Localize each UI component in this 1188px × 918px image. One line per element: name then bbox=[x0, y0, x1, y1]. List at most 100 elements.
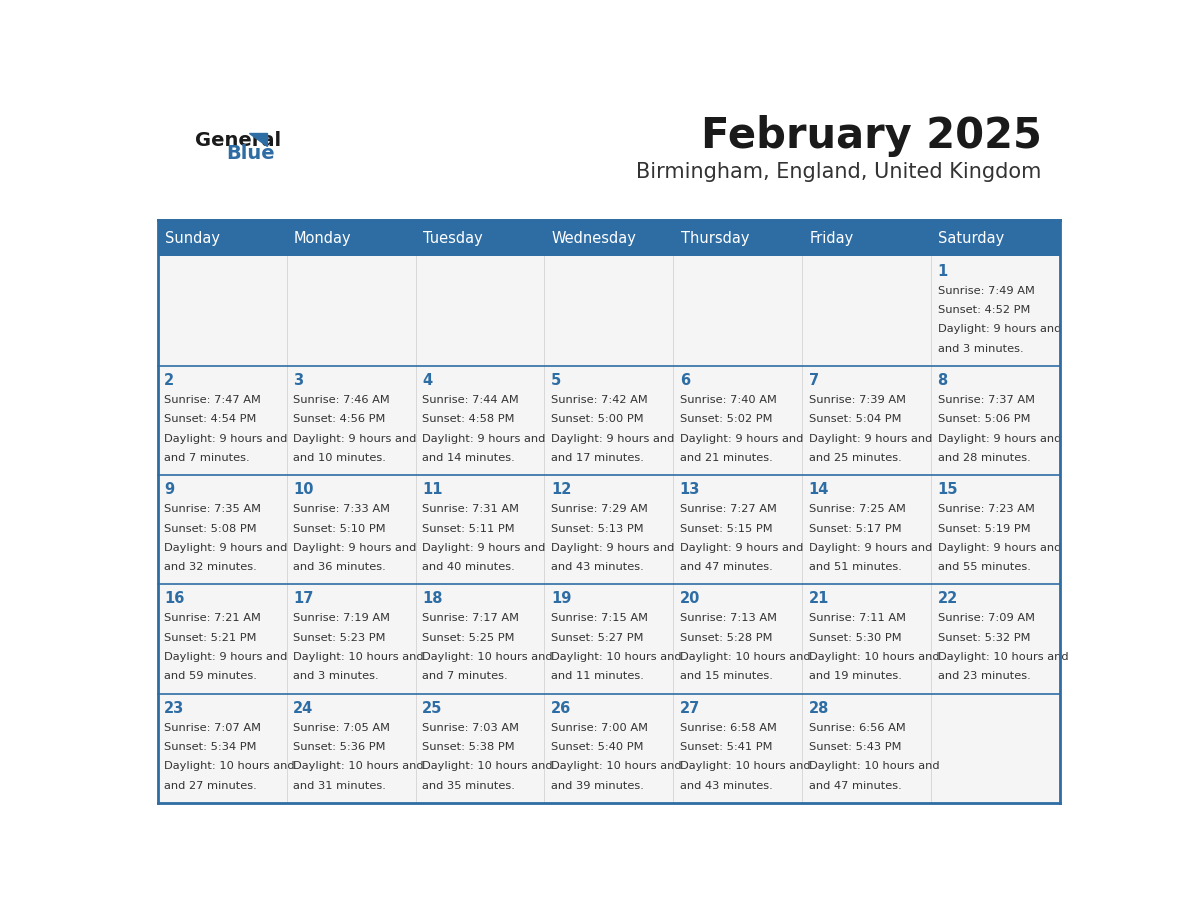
Bar bbox=[286, 585, 416, 694]
Text: and 3 minutes.: and 3 minutes. bbox=[293, 671, 379, 681]
Text: Daylight: 9 hours and: Daylight: 9 hours and bbox=[551, 543, 675, 553]
Text: Daylight: 10 hours and: Daylight: 10 hours and bbox=[293, 652, 424, 662]
Text: Birmingham, England, United Kingdom: Birmingham, England, United Kingdom bbox=[637, 162, 1042, 183]
Text: and 19 minutes.: and 19 minutes. bbox=[809, 671, 902, 681]
Text: Sunset: 5:40 PM: Sunset: 5:40 PM bbox=[551, 742, 644, 752]
Bar bbox=[802, 219, 931, 256]
Text: Sunset: 5:04 PM: Sunset: 5:04 PM bbox=[809, 414, 902, 424]
Text: Daylight: 9 hours and: Daylight: 9 hours and bbox=[809, 543, 933, 553]
Text: and 51 minutes.: and 51 minutes. bbox=[809, 562, 902, 572]
Text: Sunrise: 7:46 AM: Sunrise: 7:46 AM bbox=[293, 395, 390, 405]
Text: Sunday: Sunday bbox=[165, 230, 220, 246]
Text: Friday: Friday bbox=[809, 230, 854, 246]
Text: and 15 minutes.: and 15 minutes. bbox=[680, 671, 772, 681]
Text: and 59 minutes.: and 59 minutes. bbox=[164, 671, 257, 681]
Text: 5: 5 bbox=[551, 373, 561, 387]
Text: 27: 27 bbox=[680, 700, 700, 716]
Text: Daylight: 9 hours and: Daylight: 9 hours and bbox=[680, 543, 803, 553]
Text: and 36 minutes.: and 36 minutes. bbox=[293, 562, 386, 572]
Text: and 47 minutes.: and 47 minutes. bbox=[680, 562, 772, 572]
Text: and 10 minutes.: and 10 minutes. bbox=[293, 453, 386, 463]
Text: 12: 12 bbox=[551, 482, 571, 498]
Text: Sunrise: 7:40 AM: Sunrise: 7:40 AM bbox=[680, 395, 777, 405]
Text: Sunrise: 7:11 AM: Sunrise: 7:11 AM bbox=[809, 613, 905, 623]
Text: Daylight: 10 hours and: Daylight: 10 hours and bbox=[937, 652, 1068, 662]
Text: Thursday: Thursday bbox=[681, 230, 750, 246]
Text: Sunrise: 7:49 AM: Sunrise: 7:49 AM bbox=[937, 285, 1035, 296]
Bar bbox=[544, 475, 674, 585]
Text: Sunset: 5:43 PM: Sunset: 5:43 PM bbox=[809, 742, 902, 752]
Bar bbox=[416, 256, 544, 365]
Bar bbox=[544, 365, 674, 475]
Text: Sunset: 5:00 PM: Sunset: 5:00 PM bbox=[551, 414, 644, 424]
Text: Sunset: 5:13 PM: Sunset: 5:13 PM bbox=[551, 523, 644, 533]
Bar bbox=[802, 694, 931, 803]
Text: and 25 minutes.: and 25 minutes. bbox=[809, 453, 902, 463]
Text: Sunset: 5:11 PM: Sunset: 5:11 PM bbox=[422, 523, 514, 533]
Text: Monday: Monday bbox=[293, 230, 352, 246]
Text: 26: 26 bbox=[551, 700, 571, 716]
Text: Sunrise: 6:56 AM: Sunrise: 6:56 AM bbox=[809, 722, 905, 733]
Bar bbox=[931, 365, 1060, 475]
Text: and 28 minutes.: and 28 minutes. bbox=[937, 453, 1030, 463]
Text: and 39 minutes.: and 39 minutes. bbox=[551, 780, 644, 790]
Text: February 2025: February 2025 bbox=[701, 116, 1042, 157]
Bar bbox=[416, 694, 544, 803]
Text: and 7 minutes.: and 7 minutes. bbox=[422, 671, 507, 681]
Text: 2: 2 bbox=[164, 373, 175, 387]
Bar bbox=[802, 475, 931, 585]
Bar bbox=[158, 256, 286, 365]
Text: Daylight: 10 hours and: Daylight: 10 hours and bbox=[293, 761, 424, 771]
Text: Sunrise: 6:58 AM: Sunrise: 6:58 AM bbox=[680, 722, 777, 733]
Text: 19: 19 bbox=[551, 591, 571, 607]
Text: Daylight: 9 hours and: Daylight: 9 hours and bbox=[164, 652, 287, 662]
Bar bbox=[158, 585, 286, 694]
Text: General: General bbox=[195, 131, 280, 150]
Text: Saturday: Saturday bbox=[939, 230, 1005, 246]
Text: 11: 11 bbox=[422, 482, 442, 498]
Text: Daylight: 10 hours and: Daylight: 10 hours and bbox=[809, 761, 940, 771]
Text: Sunrise: 7:44 AM: Sunrise: 7:44 AM bbox=[422, 395, 519, 405]
Text: and 43 minutes.: and 43 minutes. bbox=[680, 780, 772, 790]
Text: Daylight: 10 hours and: Daylight: 10 hours and bbox=[422, 652, 552, 662]
Text: and 43 minutes.: and 43 minutes. bbox=[551, 562, 644, 572]
Text: Sunset: 5:21 PM: Sunset: 5:21 PM bbox=[164, 633, 257, 643]
Text: 4: 4 bbox=[422, 373, 432, 387]
Text: Daylight: 10 hours and: Daylight: 10 hours and bbox=[422, 761, 552, 771]
Bar bbox=[674, 585, 802, 694]
Bar bbox=[674, 475, 802, 585]
Text: Sunrise: 7:21 AM: Sunrise: 7:21 AM bbox=[164, 613, 261, 623]
Text: Daylight: 9 hours and: Daylight: 9 hours and bbox=[551, 433, 675, 443]
Text: Sunset: 5:41 PM: Sunset: 5:41 PM bbox=[680, 742, 772, 752]
Bar bbox=[416, 365, 544, 475]
Text: and 32 minutes.: and 32 minutes. bbox=[164, 562, 257, 572]
Text: Tuesday: Tuesday bbox=[423, 230, 482, 246]
Bar bbox=[802, 365, 931, 475]
Text: 22: 22 bbox=[937, 591, 958, 607]
Text: Sunrise: 7:15 AM: Sunrise: 7:15 AM bbox=[551, 613, 647, 623]
Text: Sunset: 5:10 PM: Sunset: 5:10 PM bbox=[293, 523, 386, 533]
Text: Sunset: 5:30 PM: Sunset: 5:30 PM bbox=[809, 633, 902, 643]
Text: and 7 minutes.: and 7 minutes. bbox=[164, 453, 249, 463]
Text: Daylight: 10 hours and: Daylight: 10 hours and bbox=[164, 761, 295, 771]
Text: Sunset: 5:23 PM: Sunset: 5:23 PM bbox=[293, 633, 386, 643]
Text: Daylight: 9 hours and: Daylight: 9 hours and bbox=[937, 543, 1061, 553]
Text: Sunrise: 7:19 AM: Sunrise: 7:19 AM bbox=[293, 613, 390, 623]
Text: Daylight: 9 hours and: Daylight: 9 hours and bbox=[422, 543, 545, 553]
Text: Sunrise: 7:35 AM: Sunrise: 7:35 AM bbox=[164, 504, 261, 514]
Text: Sunrise: 7:03 AM: Sunrise: 7:03 AM bbox=[422, 722, 519, 733]
Bar bbox=[286, 365, 416, 475]
Bar bbox=[674, 365, 802, 475]
Text: and 3 minutes.: and 3 minutes. bbox=[937, 343, 1023, 353]
Text: 17: 17 bbox=[293, 591, 314, 607]
Bar bbox=[544, 219, 674, 256]
Text: and 17 minutes.: and 17 minutes. bbox=[551, 453, 644, 463]
Text: Daylight: 10 hours and: Daylight: 10 hours and bbox=[809, 652, 940, 662]
Text: Blue: Blue bbox=[226, 144, 274, 163]
Text: Sunset: 5:15 PM: Sunset: 5:15 PM bbox=[680, 523, 772, 533]
Text: Sunset: 5:02 PM: Sunset: 5:02 PM bbox=[680, 414, 772, 424]
Text: Sunset: 5:06 PM: Sunset: 5:06 PM bbox=[937, 414, 1030, 424]
Text: 21: 21 bbox=[809, 591, 829, 607]
Text: Sunrise: 7:33 AM: Sunrise: 7:33 AM bbox=[293, 504, 390, 514]
Bar bbox=[544, 694, 674, 803]
